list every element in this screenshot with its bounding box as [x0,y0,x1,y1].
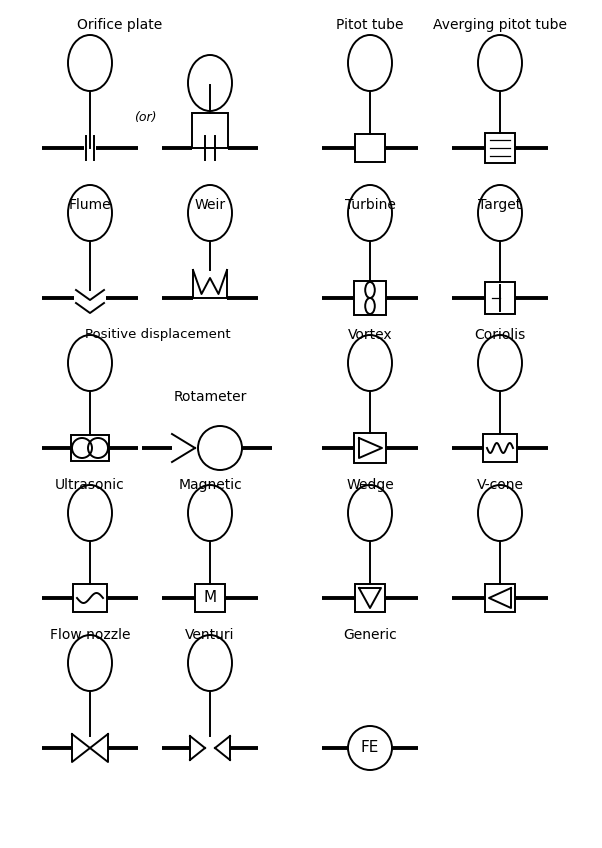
Text: Magnetic: Magnetic [178,478,242,492]
Bar [355,584,385,612]
Text: Positive displacement: Positive displacement [85,328,231,341]
Text: Target: Target [479,198,521,212]
Text: (or): (or) [134,111,157,125]
Text: Pitot tube: Pitot tube [337,18,404,32]
Bar [354,281,386,315]
Text: Rotameter: Rotameter [173,390,247,404]
Text: Wedge: Wedge [346,478,394,492]
Bar [354,433,386,463]
Text: Orifice plate: Orifice plate [78,18,163,32]
Bar [195,584,225,612]
Text: Ultrasonic: Ultrasonic [55,478,125,492]
Text: FE: FE [361,740,379,756]
Text: Generic: Generic [343,628,397,642]
Text: Weir: Weir [194,198,226,212]
Text: V-cone: V-cone [477,478,524,492]
Bar [485,282,515,314]
Bar [355,134,385,162]
Bar [485,133,515,163]
Text: Averging pitot tube: Averging pitot tube [433,18,567,32]
Bar [192,113,228,148]
Text: Coriolis: Coriolis [474,328,526,342]
Text: Flow nozzle: Flow nozzle [50,628,130,642]
Bar [73,584,107,612]
Bar [485,584,515,612]
Bar [71,435,109,461]
Text: Venturi: Venturi [185,628,235,642]
Text: Turbine: Turbine [344,198,396,212]
Bar [483,434,517,462]
Text: Flume: Flume [69,198,111,212]
Text: Vortex: Vortex [348,328,393,342]
Text: M: M [203,590,217,605]
